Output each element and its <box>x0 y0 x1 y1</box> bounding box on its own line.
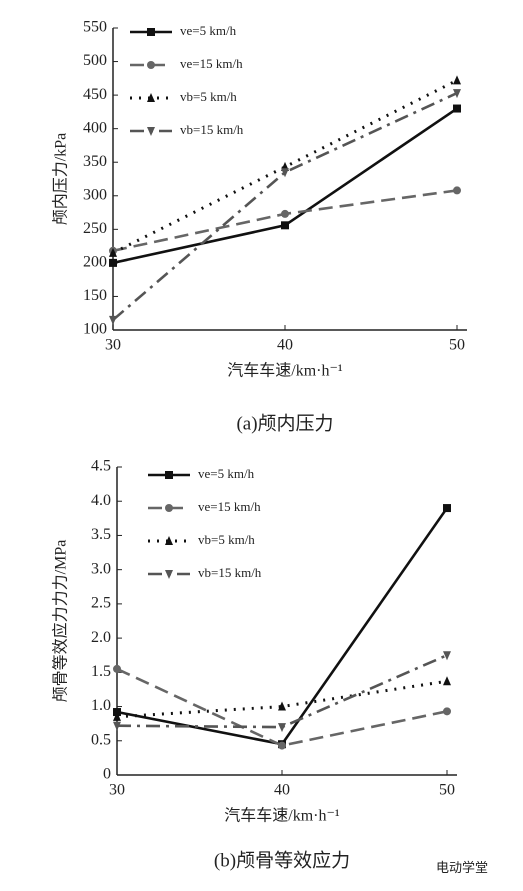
x-axis-label: 汽车车速/km·h⁻¹ <box>227 362 343 380</box>
y-axis-label: 颅骨等效应力力力/MPa <box>51 540 70 703</box>
marker <box>278 701 286 711</box>
watermark: 电动学堂 <box>436 860 488 875</box>
legend-label: vb=5 km/h <box>198 532 255 547</box>
x-tick-label: 40 <box>274 782 290 799</box>
marker <box>443 504 451 513</box>
marker <box>109 247 117 257</box>
marker <box>278 741 286 750</box>
marker <box>113 711 121 721</box>
x-tick-label: 30 <box>105 337 121 354</box>
marker <box>443 707 451 716</box>
y-tick-label: 150 <box>83 287 107 304</box>
marker <box>281 221 289 230</box>
x-tick-label: 50 <box>439 782 455 799</box>
legend-marker <box>165 504 173 512</box>
y-tick-label: 1.0 <box>91 697 111 714</box>
y-tick-label: 4.0 <box>91 492 111 509</box>
legend-label: ve=5 km/h <box>180 23 237 38</box>
marker <box>281 209 289 218</box>
marker <box>278 723 286 733</box>
x-tick-label: 40 <box>277 337 293 354</box>
legend-marker <box>165 536 173 545</box>
y-tick-label: 4.5 <box>91 458 111 475</box>
y-tick-label: 0.5 <box>91 731 111 748</box>
y-tick-label: 100 <box>83 321 107 338</box>
series-line <box>116 679 448 719</box>
legend-label: ve=15 km/h <box>198 499 261 514</box>
y-tick-label: 250 <box>83 220 107 237</box>
legend-label: vb=5 km/h <box>180 89 237 104</box>
y-tick-label: 0 <box>103 766 111 783</box>
y-tick-label: 450 <box>83 86 107 103</box>
legend-marker <box>147 28 155 36</box>
marker <box>281 168 289 178</box>
x-tick-label: 30 <box>109 782 125 799</box>
x-axis-label: 汽车车速/km·h⁻¹ <box>224 807 340 825</box>
y-tick-label: 2.0 <box>91 629 111 646</box>
y-axis-label: 颅内压力/kPa <box>52 133 70 225</box>
legend-label: vb=15 km/h <box>198 565 262 580</box>
legend-label: ve=15 km/h <box>180 56 243 71</box>
series-line <box>112 91 458 321</box>
marker <box>113 664 121 673</box>
caption: (b)颅骨等效应力 <box>214 849 350 871</box>
legend-label: ve=5 km/h <box>198 466 255 481</box>
y-tick-label: 1.5 <box>91 663 111 680</box>
y-tick-label: 550 <box>83 19 107 36</box>
legend-marker <box>147 127 155 136</box>
marker <box>453 104 461 113</box>
legend-label: vb=15 km/h <box>180 122 244 137</box>
y-tick-label: 3.0 <box>91 560 111 577</box>
marker <box>453 89 461 99</box>
legend-marker <box>165 471 173 479</box>
y-tick-label: 400 <box>83 119 107 136</box>
marker <box>453 186 461 195</box>
series-line <box>112 189 458 253</box>
marker <box>109 315 117 325</box>
series-line <box>112 79 458 255</box>
y-tick-label: 300 <box>83 186 107 203</box>
y-tick-label: 2.5 <box>91 595 111 612</box>
y-tick-label: 350 <box>83 153 107 170</box>
x-tick-label: 50 <box>449 337 465 354</box>
caption: (a)颅内压力 <box>236 412 333 434</box>
marker <box>443 651 451 661</box>
y-tick-label: 200 <box>83 254 107 271</box>
legend-marker <box>147 61 155 69</box>
marker <box>109 258 117 267</box>
y-tick-label: 3.5 <box>91 526 111 543</box>
y-tick-label: 500 <box>83 52 107 69</box>
legend-marker <box>165 570 173 579</box>
legend-marker <box>147 93 155 102</box>
marker <box>113 721 121 731</box>
marker <box>453 75 461 85</box>
marker <box>443 676 451 686</box>
